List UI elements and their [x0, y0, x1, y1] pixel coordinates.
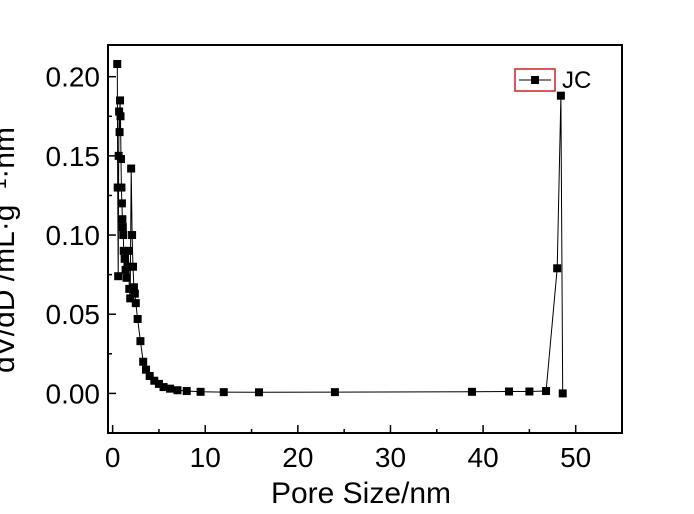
data-point — [166, 384, 175, 393]
data-point — [115, 128, 124, 137]
data-point — [173, 386, 182, 395]
y-tick-label: 0.15 — [46, 141, 101, 172]
x-tick-label: 10 — [190, 442, 221, 473]
data-point — [141, 365, 150, 374]
data-point — [145, 371, 154, 380]
data-point — [130, 289, 139, 298]
legend-label: JC — [562, 67, 591, 94]
y-tick-label: 0.20 — [46, 62, 101, 93]
data-point — [133, 314, 142, 323]
legend-swatch-frame — [514, 68, 556, 92]
data-point — [116, 112, 125, 121]
x-tick-label: 30 — [375, 442, 406, 473]
data-point — [525, 387, 534, 396]
x-axis: 0 10 20 30 40 50 — [105, 425, 591, 473]
data-point — [131, 299, 140, 308]
legend: JC — [514, 67, 591, 94]
data-point — [254, 388, 263, 397]
data-point — [119, 246, 128, 255]
data-point — [136, 337, 145, 346]
data-point — [120, 254, 129, 263]
data-point — [219, 388, 228, 397]
data-point — [126, 294, 135, 303]
x-tick-label: 20 — [282, 442, 313, 473]
data-point — [467, 387, 476, 396]
y-tick-label: 0.10 — [46, 220, 101, 251]
data-point — [117, 183, 126, 192]
data-point — [114, 272, 123, 281]
series-line — [116, 63, 564, 394]
data-point — [558, 389, 567, 398]
x-tick-label: 0 — [105, 442, 121, 473]
legend-marker — [531, 76, 539, 84]
data-point — [115, 107, 124, 116]
data-point — [150, 376, 159, 385]
data-point — [505, 387, 514, 396]
plot-frame — [107, 44, 623, 434]
data-point — [542, 387, 551, 396]
data-point — [330, 388, 339, 397]
data-point — [125, 284, 134, 293]
data-point — [118, 215, 127, 224]
data-point — [122, 273, 131, 282]
y-axis: 0.00 0.05 0.10 0.15 0.20 — [46, 62, 116, 409]
y-tick-label: 0.05 — [46, 299, 101, 330]
x-tick-label: 50 — [560, 442, 591, 473]
data-point — [182, 387, 191, 396]
data-point — [129, 283, 138, 292]
data-point — [556, 91, 565, 100]
data-point — [128, 231, 137, 240]
data-point — [196, 387, 205, 396]
series-layer — [113, 60, 567, 398]
data-point — [113, 60, 122, 69]
data-point — [124, 246, 133, 255]
data-point — [129, 262, 138, 271]
y-axis-title: dV/dD /mL·g⁻¹·nm — [0, 127, 21, 373]
data-point — [116, 96, 125, 105]
data-point — [159, 383, 168, 392]
x-axis-title: Pore Size/nm — [271, 477, 451, 510]
data-point — [123, 262, 132, 271]
data-point — [117, 199, 126, 208]
data-point — [127, 164, 136, 173]
y-tick-label: 0.00 — [46, 378, 101, 409]
data-point — [553, 264, 562, 273]
data-point — [119, 231, 128, 240]
data-point — [118, 223, 127, 232]
data-point — [139, 357, 148, 366]
x-tick-label: 40 — [468, 442, 499, 473]
data-point — [154, 379, 163, 388]
data-point — [116, 155, 125, 164]
